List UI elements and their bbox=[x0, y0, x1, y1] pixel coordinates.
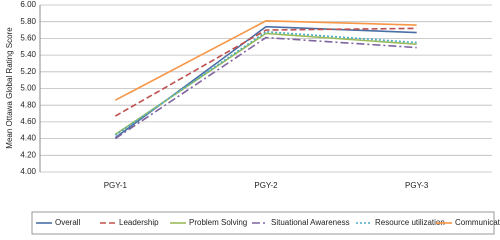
y-tick-label: 4.80 bbox=[20, 100, 36, 109]
y-tick-label: 4.00 bbox=[20, 167, 36, 176]
y-axis-label: Mean Ottawa Global Rating Score bbox=[5, 27, 14, 149]
y-tick-label: 5.20 bbox=[20, 67, 36, 76]
series-line bbox=[114, 27, 417, 117]
legend-label: Overall bbox=[55, 218, 81, 227]
legend-label: Communication bbox=[455, 218, 500, 227]
y-tick-label: 5.40 bbox=[20, 50, 36, 59]
y-tick-label: 4.60 bbox=[20, 117, 36, 126]
x-tick-label: PGY-2 bbox=[254, 181, 278, 190]
y-tick-label: 6.00 bbox=[20, 0, 36, 9]
x-tick-label: PGY-1 bbox=[104, 181, 128, 190]
series-line bbox=[114, 36, 417, 140]
legend-label: Situational Awareness bbox=[271, 218, 350, 227]
y-tick-label: 5.00 bbox=[20, 84, 36, 93]
y-tick-label: 4.40 bbox=[20, 134, 36, 143]
y-tick-label: 5.80 bbox=[20, 17, 36, 26]
series-line bbox=[114, 32, 417, 136]
legend-label: Problem Solving bbox=[189, 218, 247, 227]
x-tick-label: PGY-3 bbox=[405, 181, 429, 190]
legend-label: Leadership bbox=[119, 218, 159, 227]
y-tick-label: 5.60 bbox=[20, 34, 36, 43]
series-line bbox=[114, 20, 417, 101]
legend-box bbox=[31, 211, 495, 235]
legend-label: Resource utilization bbox=[375, 218, 445, 227]
series-line bbox=[114, 25, 417, 139]
series-line bbox=[114, 30, 417, 136]
y-tick-label: 4.20 bbox=[20, 150, 36, 159]
